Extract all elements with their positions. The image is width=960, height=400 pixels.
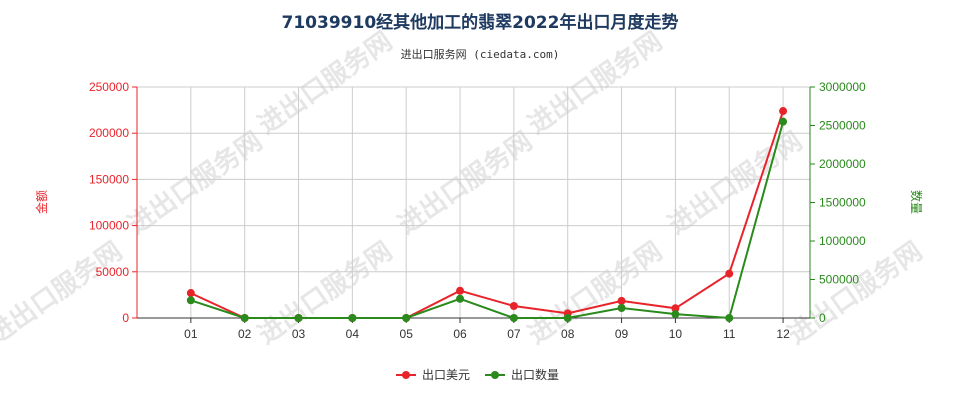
watermark-text: 进出口服务网 (253, 26, 398, 140)
right-tick-label: 2000000 (819, 157, 866, 171)
x-tick-label: 02 (238, 327, 252, 341)
watermark-text: 进出口服务网 (0, 236, 128, 350)
series-line-2 (190, 121, 785, 320)
x-tick-label: 12 (776, 327, 790, 341)
series-2-point (779, 117, 788, 126)
series-2-point (617, 303, 626, 312)
legend-label: 出口数量 (511, 367, 559, 382)
series-1-point (671, 304, 680, 313)
series-1-point (779, 107, 788, 116)
legend-label: 出口美元 (422, 368, 470, 382)
series-2-point (563, 314, 572, 322)
x-tick-label: 07 (507, 327, 521, 341)
series-1-point (617, 296, 626, 305)
right-tick-label: 1000000 (819, 234, 866, 248)
watermark-text: 进出口服务网 (523, 26, 668, 140)
grid (137, 86, 810, 319)
x-tick-label: 05 (400, 327, 414, 341)
series-1-point (509, 301, 518, 310)
right-tick-label: 2500000 (819, 119, 866, 133)
chart-subtitle: 进出口服务网 (ciedata.com) (401, 47, 560, 61)
right-tick-label: 500000 (819, 273, 859, 287)
watermark-text: 进出口服务网 (663, 126, 808, 240)
legend-swatch-dot (491, 371, 499, 379)
x-tick-label: 01 (184, 327, 198, 341)
right-axis-label: 数量 (909, 190, 924, 214)
left-axis-label: 金额 (34, 190, 49, 214)
x-tick-label: 03 (292, 327, 306, 341)
series-2-point (294, 314, 303, 322)
series-2-point (509, 314, 518, 322)
left-tick-label: 200000 (89, 126, 129, 140)
watermark-text: 进出口服务网 (783, 236, 928, 350)
series-1-point (725, 269, 734, 278)
series-2-point (671, 310, 680, 319)
series-2-point (240, 314, 249, 322)
left-tick-label: 0 (122, 311, 129, 325)
watermark-text: 进出口服务网 (123, 126, 268, 240)
x-tick-label: 11 (723, 327, 736, 341)
series-2-point (348, 314, 357, 322)
legend-swatch-dot (402, 371, 410, 379)
watermark-text: 进出口服务网 (523, 236, 668, 350)
left-tick-label: 250000 (89, 80, 129, 94)
series-1-point (186, 289, 195, 298)
left-tick-label: 150000 (89, 172, 129, 186)
right-tick-label: 3000000 (819, 80, 866, 94)
right-tick-label: 1500000 (819, 196, 866, 210)
x-tick-label: 08 (561, 327, 575, 341)
axes: 0500001000001500002000002500000500000100… (89, 80, 866, 341)
chart-title: 71039910经其他加工的翡翠2022年出口月度走势 (282, 12, 679, 33)
x-tick-label: 04 (346, 327, 360, 341)
left-tick-label: 50000 (96, 265, 130, 279)
series-2-point (186, 296, 195, 305)
series-2-point (402, 314, 411, 322)
series-layer (186, 107, 788, 322)
watermark-text: 进出口服务网 (393, 126, 538, 240)
x-tick-label: 06 (453, 327, 467, 341)
left-tick-label: 100000 (89, 219, 129, 233)
x-tick-label: 10 (669, 327, 683, 341)
series-2-point (456, 294, 465, 303)
right-tick-label: 0 (819, 311, 826, 325)
x-tick-label: 09 (615, 327, 629, 341)
series-2-point (725, 314, 734, 322)
legend: 出口美元 出口数量 (396, 367, 559, 382)
series-1-point (456, 286, 465, 295)
watermark-text: 进出口服务网 (253, 236, 398, 350)
